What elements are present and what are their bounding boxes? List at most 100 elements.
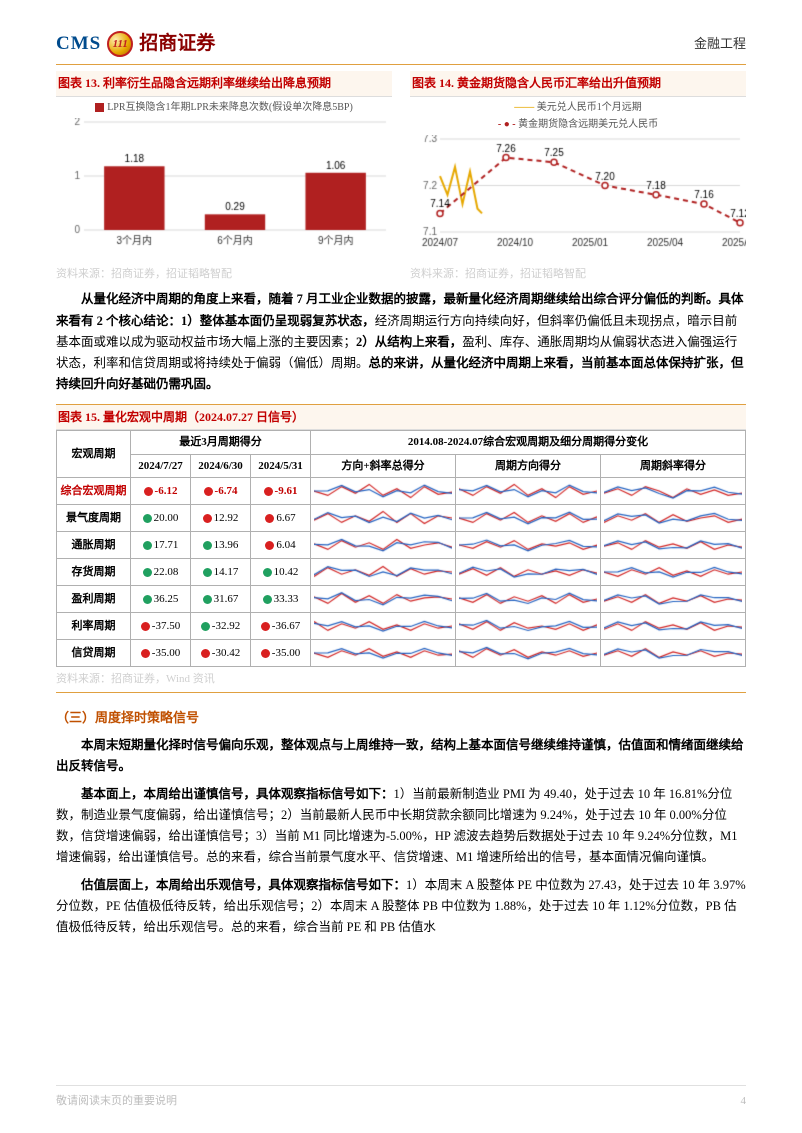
p3b-b: 基本面上，本周给出谨慎信号，具体观察指标信号如下： bbox=[81, 787, 394, 801]
p3b: 基本面上，本周给出谨慎信号，具体观察指标信号如下：1）当前最新制造业 PMI 为… bbox=[56, 784, 746, 869]
sparkline bbox=[604, 534, 742, 556]
status-dot-icon bbox=[143, 514, 152, 523]
sparkline bbox=[314, 534, 452, 556]
table-row: 综合宏观周期-6.12-6.74-9.61 bbox=[57, 478, 746, 505]
status-dot-icon bbox=[261, 622, 270, 631]
sparkline bbox=[604, 507, 742, 529]
p3c: 估值层面上，本周给出乐观信号，具体观察指标信号如下：1）本周末 A 股整体 PE… bbox=[56, 875, 746, 939]
spark-cell bbox=[311, 586, 456, 613]
score-cell: -35.00 bbox=[251, 640, 311, 667]
chart14-legend: —— 美元兑人民币1个月远期 - ● - 黄金期货隐含远期美元兑人民币 bbox=[410, 99, 746, 133]
spark-cell bbox=[600, 478, 745, 505]
spark-cell bbox=[456, 478, 601, 505]
sparkline bbox=[314, 588, 452, 610]
status-dot-icon bbox=[144, 487, 153, 496]
chart14-legend2: 黄金期货隐含远期美元兑人民币 bbox=[518, 119, 658, 130]
status-dot-icon bbox=[143, 568, 152, 577]
sparkline bbox=[604, 480, 742, 502]
th-recent3m: 最近3月周期得分 bbox=[131, 431, 311, 455]
sparkline bbox=[459, 507, 597, 529]
spark-cell bbox=[311, 532, 456, 559]
sparkline bbox=[459, 561, 597, 583]
spark-cell bbox=[311, 613, 456, 640]
status-dot-icon bbox=[141, 649, 150, 658]
table-row: 景气度周期20.0012.926.67 bbox=[57, 505, 746, 532]
th-s2: 周期斜率得分 bbox=[600, 454, 745, 478]
sparkline bbox=[604, 588, 742, 610]
status-dot-icon bbox=[204, 487, 213, 496]
spark-cell bbox=[456, 586, 601, 613]
score-cell: 36.25 bbox=[131, 586, 191, 613]
table-row: 存货周期22.0814.1710.42 bbox=[57, 559, 746, 586]
p3a: 本周末短期量化择时信号偏向乐观，整体观点与上周维持一致，结构上基本面信号继续维持… bbox=[56, 735, 746, 778]
score-cell: 14.17 bbox=[191, 559, 251, 586]
score-cell: -37.50 bbox=[131, 613, 191, 640]
score-cell: 31.67 bbox=[191, 586, 251, 613]
th-d1: 2024/6/30 bbox=[191, 454, 251, 478]
score-cell: -35.00 bbox=[131, 640, 191, 667]
sparkline bbox=[459, 480, 597, 502]
table15: 宏观周期 最近3月周期得分 2014.08-2024.07综合宏观周期及细分周期… bbox=[56, 430, 746, 667]
score-cell: 33.33 bbox=[251, 586, 311, 613]
p1c: 2）从结构上来看， bbox=[356, 335, 462, 349]
report-header: CMS 111 招商证券 金融工程 bbox=[56, 28, 746, 65]
spark-cell bbox=[600, 532, 745, 559]
spark-cell bbox=[456, 613, 601, 640]
charts-row: 图表 13. 利率衍生品隐含远期利率继续给出降息预期 LPR互换隐含1年期LPR… bbox=[56, 71, 746, 283]
sparkline bbox=[314, 615, 452, 637]
sparkline bbox=[314, 561, 452, 583]
chart13-canvas bbox=[56, 118, 392, 248]
sparkline bbox=[604, 615, 742, 637]
spark-cell bbox=[311, 505, 456, 532]
chart13-legend-label: LPR互换隐含1年期LPR未来降息次数(假设单次降息5BP) bbox=[107, 102, 353, 113]
th-long: 2014.08-2024.07综合宏观周期及细分周期得分变化 bbox=[311, 431, 746, 455]
score-cell: 20.00 bbox=[131, 505, 191, 532]
table-row: 利率周期-37.50-32.92-36.67 bbox=[57, 613, 746, 640]
score-cell: 13.96 bbox=[191, 532, 251, 559]
status-dot-icon bbox=[203, 541, 212, 550]
chart13-title: 图表 13. 利率衍生品隐含远期利率继续给出降息预期 bbox=[56, 71, 392, 96]
sparkline bbox=[314, 642, 452, 664]
chart14-title: 图表 14. 黄金期货隐含人民币汇率给出升值预期 bbox=[410, 71, 746, 96]
chart14-src: 资料来源：招商证券，招证韬略智配 bbox=[410, 265, 746, 284]
sparkline bbox=[459, 534, 597, 556]
spark-cell bbox=[600, 640, 745, 667]
row-label: 信贷周期 bbox=[57, 640, 131, 667]
sparkline bbox=[604, 642, 742, 664]
th-d0: 2024/7/27 bbox=[131, 454, 191, 478]
table-row: 通胀周期17.7113.966.04 bbox=[57, 532, 746, 559]
score-cell: 10.42 bbox=[251, 559, 311, 586]
status-dot-icon bbox=[203, 514, 212, 523]
score-cell: -30.42 bbox=[191, 640, 251, 667]
para-cycle: 从量化经济中周期的角度上来看，随着 7 月工业企业数据的披露，最新量化经济周期继… bbox=[56, 289, 746, 395]
status-dot-icon bbox=[203, 568, 212, 577]
th-macro: 宏观周期 bbox=[57, 431, 131, 478]
logo-cn: 招商证券 bbox=[139, 28, 215, 60]
sparkline bbox=[314, 480, 452, 502]
spark-cell bbox=[456, 505, 601, 532]
table15-src: 资料来源：招商证券，Wind 资讯 bbox=[56, 670, 746, 693]
status-dot-icon bbox=[263, 568, 272, 577]
score-cell: 17.71 bbox=[131, 532, 191, 559]
spark-cell bbox=[600, 559, 745, 586]
spark-cell bbox=[456, 532, 601, 559]
row-label: 综合宏观周期 bbox=[57, 478, 131, 505]
score-cell: 6.67 bbox=[251, 505, 311, 532]
score-cell: 22.08 bbox=[131, 559, 191, 586]
th-d2: 2024/5/31 bbox=[251, 454, 311, 478]
status-dot-icon bbox=[203, 595, 212, 604]
row-label: 通胀周期 bbox=[57, 532, 131, 559]
score-cell: -6.74 bbox=[191, 478, 251, 505]
chart14-canvas bbox=[410, 135, 746, 250]
status-dot-icon bbox=[201, 622, 210, 631]
table-row: 信贷周期-35.00-30.42-35.00 bbox=[57, 640, 746, 667]
chart14-legend1: 美元兑人民币1个月远期 bbox=[537, 102, 642, 113]
th-s0: 方向+斜率总得分 bbox=[311, 454, 456, 478]
status-dot-icon bbox=[265, 541, 274, 550]
spark-cell bbox=[600, 613, 745, 640]
footer-left: 敬请阅读末页的重要说明 bbox=[56, 1092, 177, 1111]
logo-badge-icon: 111 bbox=[107, 31, 133, 57]
score-cell: -6.12 bbox=[131, 478, 191, 505]
spark-cell bbox=[600, 586, 745, 613]
score-cell: -36.67 bbox=[251, 613, 311, 640]
